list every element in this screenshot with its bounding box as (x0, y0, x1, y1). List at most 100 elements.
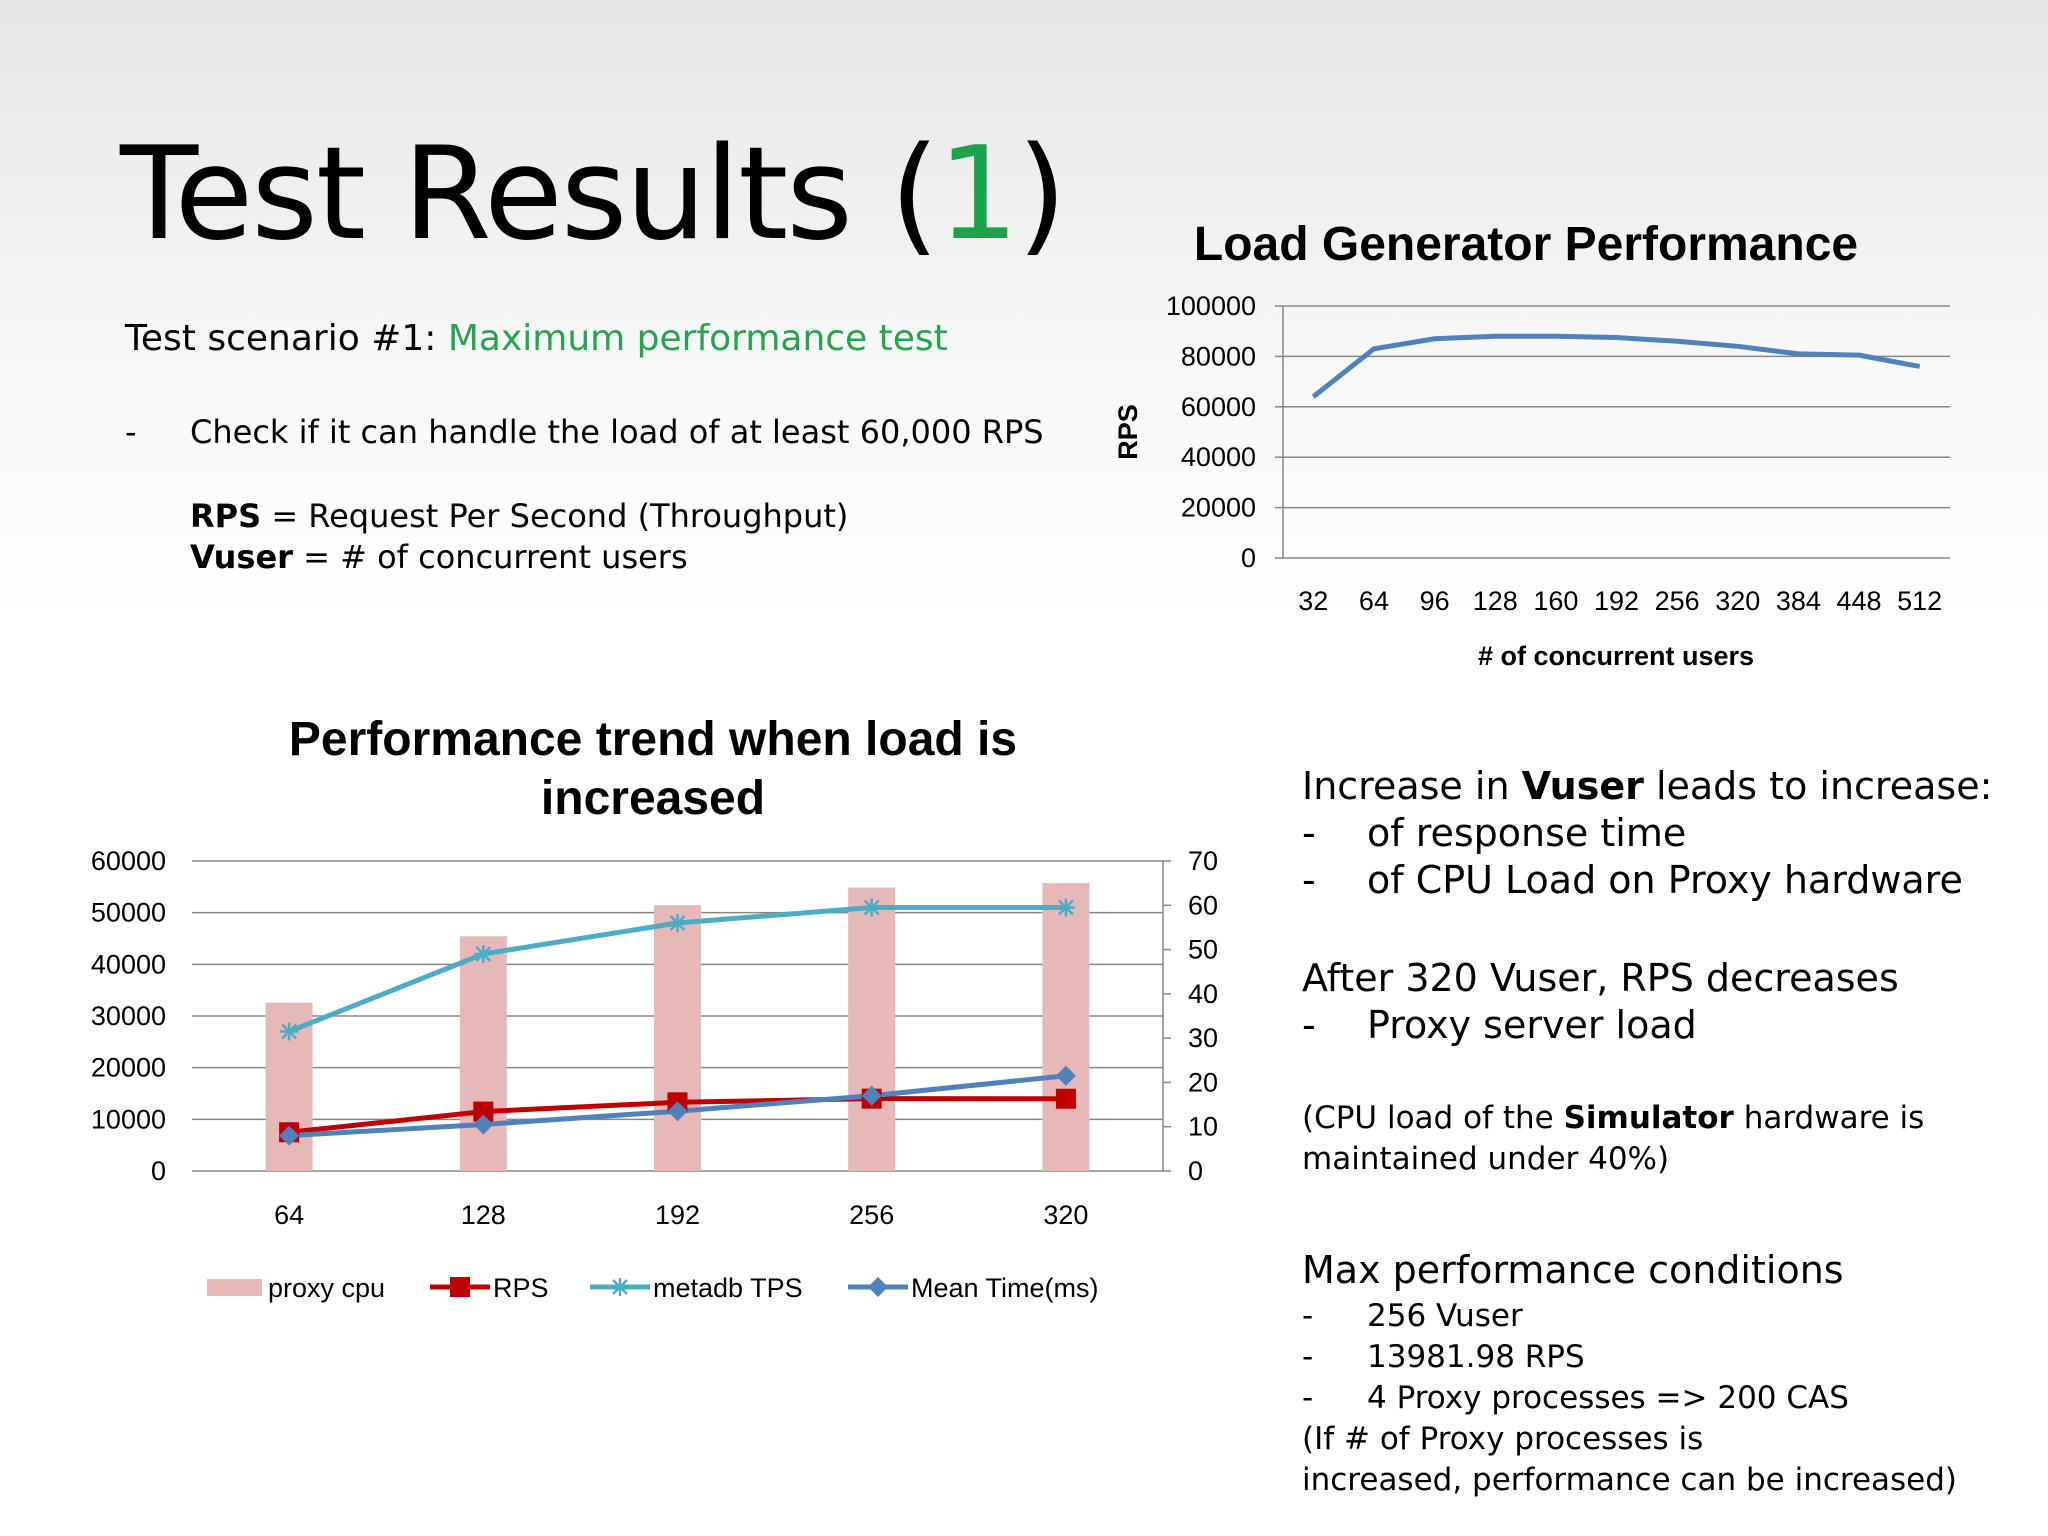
chart1-xlabel: # of concurrent users (1478, 641, 1754, 671)
chart2-marker-metadb-tps-stroke (1058, 899, 1074, 916)
chart2-marker-metadb-tps-stroke (669, 915, 686, 931)
chart2-left-tick-label: 60000 (91, 846, 166, 876)
chart2-right-tick-label: 40 (1188, 979, 1218, 1009)
chart2-legend-mean-time-ms--label: Mean Time(ms) (911, 1273, 1099, 1303)
chart2-marker-mean-time-ms- (667, 1101, 688, 1122)
chart2-right-tick-label: 10 (1188, 1112, 1218, 1142)
chart1-y-ticks: 0 20000 40000 60000 80000 100000 (1166, 291, 1256, 573)
max-item-1-text: 256 Vuser (1367, 1298, 1523, 1334)
cpu-note-bold: Simulator (1563, 1100, 1734, 1136)
increase-item-1-text: of response time (1367, 811, 1687, 855)
after-item-1: - Proxy server load (1302, 1003, 1697, 1047)
chart2-bar-proxy-cpu (848, 887, 896, 1171)
after-item-1-text: Proxy server load (1367, 1003, 1697, 1047)
chart1-x-tick-label: 32 (1298, 586, 1328, 616)
chart1-x-tick-label: 192 (1594, 586, 1639, 616)
chart1-x-tick-label: 256 (1655, 586, 1700, 616)
chart2-left-tick-label: 40000 (91, 949, 166, 979)
chart2-legend-metadb-tps-marker-stroke (612, 1279, 628, 1295)
chart2-left-tick-label: 50000 (91, 898, 166, 928)
chart1-y-tick-label: 40000 (1181, 442, 1256, 472)
increase-suffix: leads to increase: (1643, 764, 1993, 808)
chart1-x-tick-label: 384 (1776, 586, 1821, 616)
chart2-marker-mean-time-ms- (1055, 1065, 1076, 1086)
chart2-axes: 0 10000 20000 30000 40000 50000 60000 0 10 20 30 40… (91, 846, 1218, 1230)
max-item-3-text: 4 Proxy processes => 200 CAS (1367, 1380, 1849, 1416)
chart2-right-tick-label: 50 (1188, 935, 1218, 965)
page-title: Test Results (1) (120, 120, 1067, 269)
chart2-marker-metadb-tps (862, 898, 881, 917)
dash: - (1302, 858, 1316, 902)
max-item-2-text: 13981.98 RPS (1367, 1339, 1585, 1375)
increase-prefix: Increase in (1302, 764, 1522, 808)
bullet-text: Check if it can handle the load of at le… (190, 413, 1044, 451)
page-title-main: Test Results ( (120, 120, 940, 269)
vuser-text: = # of concurrent users (292, 538, 688, 576)
chart2-marker-metadb-tps (280, 1022, 299, 1041)
dash: - (1302, 1339, 1314, 1375)
chart2-x-tick-label: 256 (849, 1200, 894, 1230)
max-line-4: (If # of Proxy processes is (1302, 1421, 1704, 1457)
page-title-close: ) (1017, 120, 1067, 269)
rps-definition: RPS = Request Per Second (Throughput) (190, 497, 848, 535)
chart2-lines (279, 898, 1076, 1146)
chart1-y-tick-label: 100000 (1166, 291, 1256, 321)
chart2-legend-proxy-cpu-label: proxy cpu (268, 1273, 385, 1303)
chart1-y-tick-label: 60000 (1181, 392, 1256, 422)
chart2-right-tick-label: 20 (1188, 1067, 1218, 1097)
scenario-bullet: - Check if it can handle the load of at l… (125, 413, 1044, 451)
chart1-ylabel: RPS (1113, 404, 1143, 460)
chart1-x-tick-label: 448 (1837, 586, 1882, 616)
cpu-note-prefix: (CPU load of the (1302, 1100, 1564, 1136)
chart2-marker-mean-time-ms- (473, 1114, 494, 1135)
chart2-marker-mean-time-ms- (861, 1085, 882, 1106)
dash: - (1302, 1003, 1316, 1047)
increase-item-2-text: of CPU Load on Proxy hardware (1367, 858, 1963, 902)
vuser-definition: Vuser = # of concurrent users (190, 538, 688, 576)
after-line: After 320 Vuser, RPS decreases (1302, 956, 1899, 1000)
chart1-x-tick-label: 128 (1473, 586, 1518, 616)
chart2-right-tick-label: 30 (1188, 1023, 1218, 1053)
increase-item-2: - of CPU Load on Proxy hardware (1302, 858, 1963, 902)
chart1-x-tick-label: 320 (1715, 586, 1760, 616)
chart1-x-tick-label: 96 (1420, 586, 1450, 616)
chart2-legend-metadb-tps-label: metadb TPS (653, 1273, 803, 1303)
increase-bold: Vuser (1521, 764, 1644, 808)
chart2-legend-mean-time-ms--marker (868, 1277, 888, 1297)
chart2-x-tick-label: 128 (461, 1200, 506, 1230)
chart2-marker-metadb-tps-stroke (863, 899, 880, 916)
chart2-x-tick-label: 64 (274, 1200, 304, 1230)
chart1-x-ticks: 32 64 96 128 160 192 256 320 384 448 512 (1298, 586, 1942, 616)
chart1-y-tick-label: 80000 (1181, 341, 1256, 371)
chart1-y-tick-label: 0 (1241, 543, 1256, 573)
chart2-title-line-2: increased (541, 772, 765, 825)
chart2-title-line-1: Performance trend when load is (289, 713, 1017, 766)
chart2-legend-proxy-cpu-swatch (207, 1279, 262, 1296)
chart2-marker-metadb-tps (1056, 898, 1075, 917)
chart2-left-tick-label: 10000 (91, 1104, 166, 1134)
chart2-bar-proxy-cpu (1042, 883, 1090, 1171)
chart2-marker-mean-time-ms- (279, 1125, 300, 1146)
cpu-note-line-1: (CPU load of the Simulator hardware is (1302, 1100, 1924, 1136)
max-item-2: - 13981.98 RPS (1302, 1339, 1585, 1375)
vuser-term: Vuser (190, 538, 293, 576)
chart2-left-tick-label: 20000 (91, 1053, 166, 1083)
page-title-number: 1 (937, 120, 1019, 269)
chart2-bar-proxy-cpu (459, 936, 507, 1171)
rps-text: = Request Per Second (Throughput) (261, 497, 849, 535)
max-line-5: increased, performance can be increased) (1302, 1462, 1958, 1498)
chart1-gridlines (1275, 305, 1950, 559)
bullet-dash: - (125, 413, 137, 451)
max-title: Max performance conditions (1302, 1248, 1844, 1292)
dash: - (1302, 811, 1316, 855)
scenario-line: Test scenario #1: Maximum performance te… (125, 318, 948, 359)
scenario-name: Maximum performance test (447, 318, 948, 359)
chart2-marker-metadb-tps (668, 914, 687, 932)
chart1-title: Load Generator Performance (1194, 218, 1858, 271)
max-item-1: - 256 Vuser (1302, 1298, 1523, 1334)
scenario-prefix: Test scenario #1: (125, 318, 448, 359)
chart1-x-tick-label: 160 (1533, 586, 1578, 616)
increase-item-1: - of response time (1302, 811, 1686, 855)
cpu-note-suffix: hardware is (1733, 1100, 1925, 1136)
